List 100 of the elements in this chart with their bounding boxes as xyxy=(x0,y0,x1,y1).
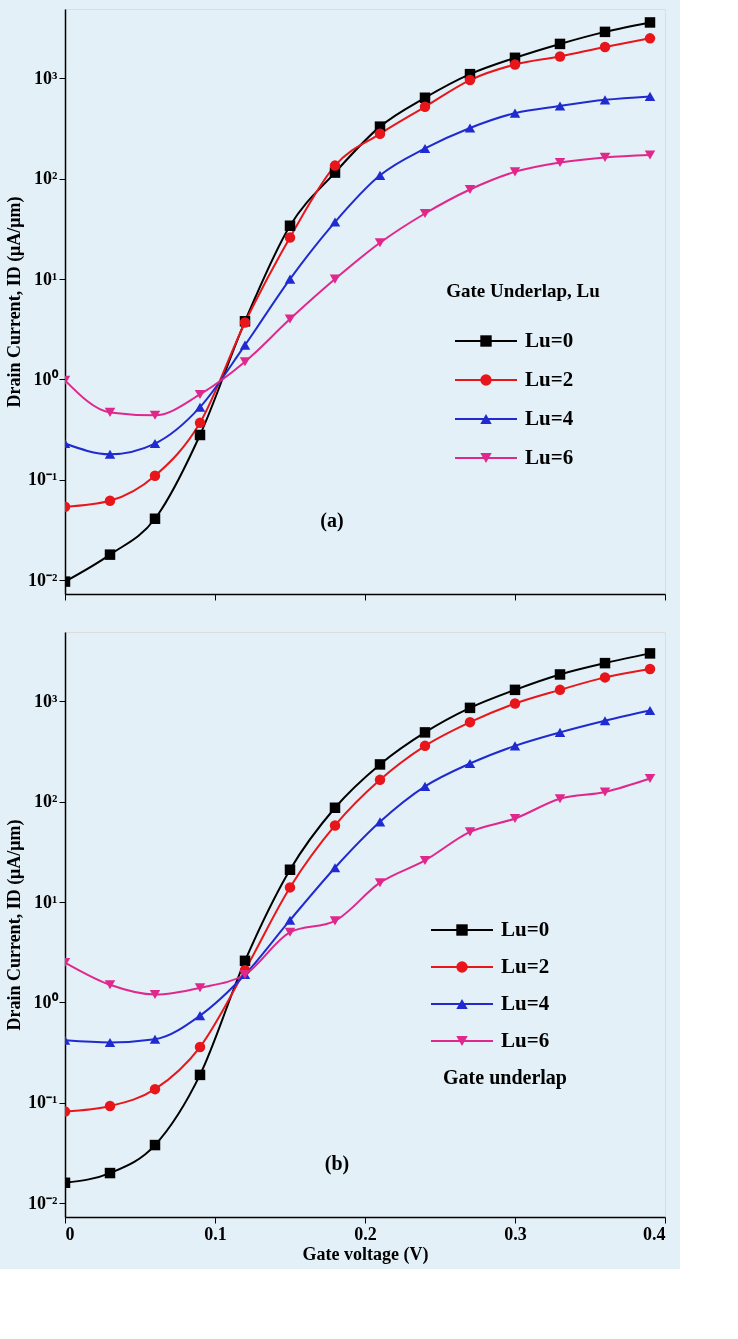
point xyxy=(554,684,566,696)
y-tick-label: 10² xyxy=(34,791,58,812)
point xyxy=(194,1069,206,1081)
point xyxy=(599,41,611,53)
y-tick-label: 10⁰ xyxy=(33,368,59,389)
point xyxy=(374,774,386,786)
point xyxy=(194,417,206,429)
point xyxy=(509,813,521,824)
point xyxy=(599,787,611,797)
legend-label: Lu=2 xyxy=(501,954,550,978)
x-tick-label: 0.3 xyxy=(504,1223,527,1244)
legend-title: Gate Underlap, Lu xyxy=(446,280,601,301)
legend-label: Lu=4 xyxy=(501,991,550,1015)
point xyxy=(644,33,656,44)
point xyxy=(644,663,656,675)
point xyxy=(644,774,656,784)
point xyxy=(194,429,206,441)
point xyxy=(554,727,566,737)
point xyxy=(599,657,611,669)
point xyxy=(554,157,566,168)
point xyxy=(239,357,251,367)
point xyxy=(374,238,386,248)
y-tick-label: 10⁻² xyxy=(28,569,58,590)
y-tick-label: 10⁰ xyxy=(33,991,59,1012)
point xyxy=(554,38,566,50)
point xyxy=(509,108,521,118)
point xyxy=(284,314,296,324)
point xyxy=(464,123,476,133)
point xyxy=(509,698,521,709)
point xyxy=(464,184,476,195)
point xyxy=(599,716,611,726)
point xyxy=(194,389,206,399)
point xyxy=(329,916,341,926)
point xyxy=(329,820,341,831)
legend-label: Lu=4 xyxy=(525,406,574,430)
y-axis-title: Drain Current, ID (μA/μm) xyxy=(4,196,26,408)
x-tick-label: 0.4 xyxy=(643,1223,666,1244)
point xyxy=(509,59,521,70)
point xyxy=(104,549,116,560)
point xyxy=(329,802,341,814)
point xyxy=(284,220,296,231)
point xyxy=(284,927,296,937)
point xyxy=(599,152,611,162)
point xyxy=(419,101,431,113)
point xyxy=(194,1041,206,1053)
y-tick-label: 10³ xyxy=(34,690,59,711)
point xyxy=(284,882,296,893)
point xyxy=(599,26,611,38)
point xyxy=(104,1100,116,1112)
point xyxy=(104,1037,116,1047)
x-tick-label: 0.1 xyxy=(204,1223,227,1244)
point xyxy=(644,150,656,160)
point xyxy=(374,759,386,770)
point xyxy=(149,439,161,449)
point xyxy=(554,101,566,111)
point xyxy=(554,51,566,62)
point xyxy=(509,684,521,696)
point xyxy=(194,983,206,993)
point xyxy=(149,1139,161,1151)
point xyxy=(104,1167,116,1179)
point xyxy=(644,648,656,659)
point xyxy=(419,727,431,738)
point xyxy=(194,1011,206,1021)
point xyxy=(419,740,431,752)
annotation: Gate underlap xyxy=(443,1066,567,1089)
y-tick-label: 10¹ xyxy=(34,268,58,289)
y-tick-label: 10¹ xyxy=(34,891,58,912)
point xyxy=(464,74,476,86)
point xyxy=(554,669,566,680)
point xyxy=(464,716,476,728)
point xyxy=(374,128,386,140)
legend-label: Lu=6 xyxy=(501,1028,550,1052)
point xyxy=(644,17,656,28)
point xyxy=(599,672,611,683)
point xyxy=(329,217,341,227)
point xyxy=(194,402,206,412)
point xyxy=(509,741,521,751)
x-tick-label: 0 xyxy=(65,1223,75,1244)
point xyxy=(329,274,341,284)
point xyxy=(644,91,656,101)
y-tick-label: 10² xyxy=(34,168,58,189)
point xyxy=(419,855,431,865)
point xyxy=(104,495,116,506)
point xyxy=(149,1034,161,1044)
point xyxy=(284,915,296,925)
point xyxy=(374,817,386,827)
point xyxy=(464,827,476,837)
point xyxy=(464,758,476,769)
point xyxy=(464,702,476,714)
y-tick-label: 10⁻¹ xyxy=(28,469,58,490)
point xyxy=(149,513,161,524)
point xyxy=(149,470,161,481)
annotation: (a) xyxy=(320,509,344,532)
point xyxy=(104,407,116,417)
point xyxy=(149,989,161,1000)
x-axis-title: Gate voltage (V) xyxy=(302,1243,429,1265)
annotation: (b) xyxy=(324,1152,350,1175)
point xyxy=(419,208,431,219)
legend-label: Lu=6 xyxy=(525,445,574,469)
point xyxy=(329,160,341,171)
